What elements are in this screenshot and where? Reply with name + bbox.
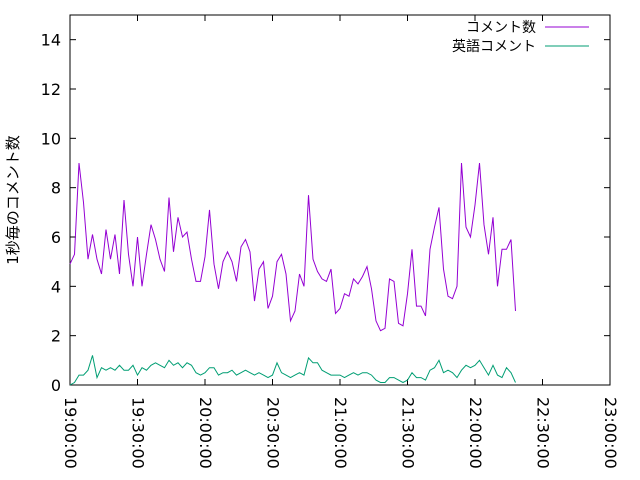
x-tick-label: 22:00:00 bbox=[466, 397, 485, 469]
series-line-1 bbox=[69, 162, 516, 332]
x-tick-label: 21:00:00 bbox=[331, 397, 350, 469]
y-axis: 0 2 4 6 8 10 12 14 bbox=[41, 31, 610, 395]
series-line-2 bbox=[69, 355, 516, 386]
legend-label: コメント数 bbox=[466, 20, 536, 36]
x-tick-label: 20:30:00 bbox=[264, 397, 283, 469]
x-tick-label: 23:00:00 bbox=[601, 397, 620, 469]
legend-label: 英語コメント bbox=[452, 38, 536, 55]
x-tick-label: 20:00:00 bbox=[196, 397, 215, 469]
y-tick-label: 0 bbox=[51, 376, 61, 395]
plot-frame bbox=[69, 14, 611, 386]
y-tick-label: 4 bbox=[51, 277, 61, 296]
y-tick-label: 6 bbox=[51, 228, 61, 247]
y-tick-label: 2 bbox=[51, 327, 61, 346]
x-tick-label: 19:00:00 bbox=[61, 397, 80, 469]
x-tick-label: 21:30:00 bbox=[399, 397, 418, 469]
series-group bbox=[69, 162, 516, 386]
x-tick-label: 22:30:00 bbox=[534, 397, 553, 469]
x-tick-label: 19:30:00 bbox=[129, 397, 148, 469]
y-tick-label: 14 bbox=[41, 31, 61, 50]
x-axis: 19:00:00 19:30:00 20:00:00 20:30:00 21:00:00… bbox=[61, 15, 620, 469]
y-tick-label: 8 bbox=[51, 179, 61, 198]
y-tick-label: 12 bbox=[41, 80, 61, 99]
y-tick-label: 10 bbox=[41, 129, 61, 148]
y-axis-label: 1秒毎のコメント数 bbox=[4, 135, 22, 265]
